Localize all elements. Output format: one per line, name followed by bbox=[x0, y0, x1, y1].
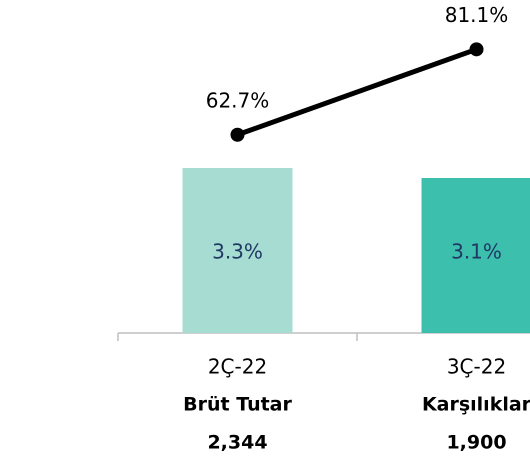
bar-label: 3.1% bbox=[451, 240, 502, 264]
amount: 1,900 bbox=[446, 432, 506, 454]
bar-label: 3.3% bbox=[212, 240, 263, 264]
category-name: Brüt Tutar bbox=[183, 394, 292, 416]
x-tick-label: 2Ç-22 bbox=[208, 355, 267, 379]
bar bbox=[182, 168, 293, 333]
line-marker bbox=[469, 42, 484, 57]
bar bbox=[421, 178, 530, 333]
line-marker bbox=[230, 127, 245, 142]
line-label: 62.7% bbox=[206, 88, 270, 112]
x-tick-label: 3Ç-22 bbox=[447, 355, 506, 379]
line-label: 81.1% bbox=[445, 3, 509, 27]
amount: 2,344 bbox=[207, 432, 267, 454]
category-name: Karşılıklar bbox=[422, 394, 530, 416]
line bbox=[236, 46, 478, 138]
